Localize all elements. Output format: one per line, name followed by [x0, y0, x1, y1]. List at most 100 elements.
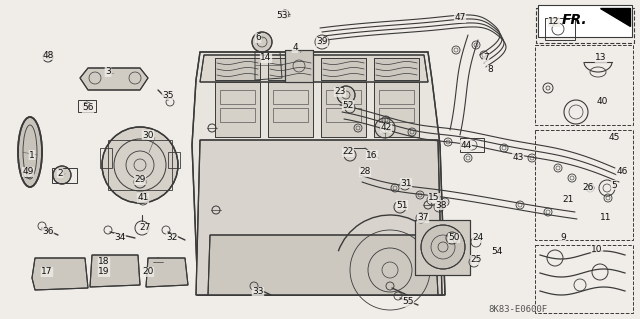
Bar	[374, 82, 419, 137]
Bar	[535, 130, 633, 240]
Text: 45: 45	[608, 133, 620, 143]
Text: 14: 14	[260, 54, 272, 63]
Bar	[100, 148, 112, 168]
Text: 50: 50	[448, 234, 460, 242]
Bar	[268, 58, 313, 80]
Text: 48: 48	[42, 50, 54, 60]
Text: 21: 21	[563, 196, 573, 204]
Bar	[285, 50, 313, 82]
Text: 29: 29	[134, 175, 146, 184]
Circle shape	[421, 225, 465, 269]
Text: 2: 2	[57, 168, 63, 177]
Bar	[108, 140, 172, 190]
Bar	[326, 108, 361, 122]
Text: 7: 7	[483, 54, 489, 63]
Text: 33: 33	[252, 287, 264, 296]
Text: 11: 11	[600, 213, 612, 222]
Circle shape	[337, 86, 355, 104]
Text: 55: 55	[403, 298, 413, 307]
Text: 13: 13	[595, 54, 607, 63]
Text: 10: 10	[591, 246, 603, 255]
Text: 41: 41	[138, 194, 148, 203]
Polygon shape	[80, 68, 148, 90]
Bar	[535, 45, 633, 125]
Text: 34: 34	[115, 234, 125, 242]
Text: 28: 28	[359, 167, 371, 176]
Bar	[220, 90, 255, 104]
Text: 36: 36	[42, 227, 54, 236]
Text: 5: 5	[611, 181, 617, 189]
Polygon shape	[196, 140, 442, 295]
Text: 6: 6	[255, 33, 261, 42]
Bar	[536, 8, 634, 43]
Bar	[535, 245, 633, 313]
Text: 4: 4	[292, 43, 298, 53]
Text: 24: 24	[472, 234, 484, 242]
Text: 25: 25	[470, 256, 482, 264]
Bar	[374, 58, 419, 80]
Bar	[52, 168, 77, 183]
Bar	[285, 50, 313, 82]
Polygon shape	[192, 52, 445, 295]
Circle shape	[53, 166, 71, 184]
Bar	[460, 138, 484, 152]
Text: FR.: FR.	[562, 13, 588, 27]
Bar	[268, 82, 313, 137]
Bar	[215, 82, 260, 137]
Text: 53: 53	[276, 11, 288, 19]
Bar	[374, 58, 419, 80]
Polygon shape	[600, 8, 630, 26]
Polygon shape	[146, 258, 188, 287]
Text: 15: 15	[428, 194, 440, 203]
Text: 44: 44	[460, 140, 472, 150]
Circle shape	[252, 32, 272, 52]
Bar	[268, 82, 313, 137]
Polygon shape	[32, 258, 88, 290]
Polygon shape	[200, 55, 428, 82]
Bar	[545, 18, 575, 40]
Text: 26: 26	[582, 183, 594, 192]
Text: 37: 37	[417, 213, 429, 222]
Text: 43: 43	[512, 153, 524, 162]
Bar	[215, 58, 260, 80]
Bar	[268, 58, 313, 80]
Text: 32: 32	[166, 234, 178, 242]
Text: 8K83-E0600F: 8K83-E0600F	[488, 306, 547, 315]
Bar	[321, 58, 366, 80]
Bar	[215, 82, 260, 137]
Text: 39: 39	[316, 38, 328, 47]
Bar	[273, 108, 308, 122]
Text: 54: 54	[492, 248, 502, 256]
Bar	[220, 108, 255, 122]
Text: 30: 30	[142, 130, 154, 139]
Text: 56: 56	[83, 103, 93, 113]
Text: 3: 3	[105, 68, 111, 77]
Text: 1: 1	[29, 151, 35, 160]
Bar	[326, 90, 361, 104]
Polygon shape	[208, 235, 438, 295]
Text: 16: 16	[366, 151, 378, 160]
Ellipse shape	[18, 117, 42, 187]
Polygon shape	[90, 255, 140, 287]
Text: 35: 35	[163, 91, 173, 100]
Text: 40: 40	[596, 98, 608, 107]
Circle shape	[102, 127, 178, 203]
Text: 46: 46	[616, 167, 628, 176]
Text: 52: 52	[342, 100, 354, 109]
Bar	[538, 5, 632, 37]
Text: 42: 42	[380, 123, 392, 132]
Bar	[379, 108, 414, 122]
Text: 18: 18	[99, 257, 109, 266]
Bar	[379, 90, 414, 104]
Bar	[78, 100, 96, 112]
Text: 51: 51	[396, 201, 408, 210]
Text: 31: 31	[400, 179, 412, 188]
Text: 20: 20	[142, 268, 154, 277]
Text: 38: 38	[435, 201, 447, 210]
Bar	[374, 82, 419, 137]
Text: 22: 22	[342, 147, 354, 157]
Text: 23: 23	[334, 87, 346, 97]
Text: 12: 12	[548, 18, 560, 26]
Bar	[321, 82, 366, 137]
Bar	[215, 58, 260, 80]
